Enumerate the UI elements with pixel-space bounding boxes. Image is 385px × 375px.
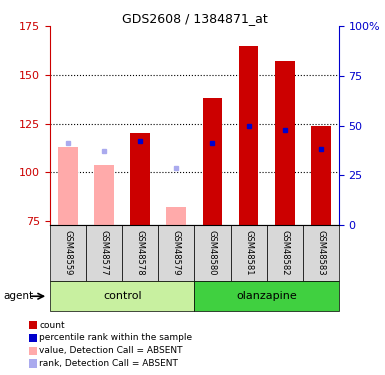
Bar [50,281,194,311]
Bar [58,147,78,225]
Text: GSM48577: GSM48577 [100,230,109,276]
Text: control: control [103,291,142,301]
Text: GSM48559: GSM48559 [64,230,73,276]
Bar [50,225,86,281]
Bar [94,165,114,225]
Text: GSM48582: GSM48582 [280,230,289,276]
Text: GSM48583: GSM48583 [316,230,325,276]
Bar [158,225,194,281]
Text: percentile rank within the sample: percentile rank within the sample [39,333,192,342]
Bar [266,225,303,281]
Bar [311,126,331,225]
Text: GSM48579: GSM48579 [172,230,181,276]
Text: rank, Detection Call = ABSENT: rank, Detection Call = ABSENT [39,359,178,368]
Bar [239,46,258,225]
Bar [131,134,150,225]
Text: GSM48581: GSM48581 [244,230,253,276]
Text: value, Detection Call = ABSENT: value, Detection Call = ABSENT [39,346,183,355]
Text: GSM48580: GSM48580 [208,230,217,276]
Bar [203,98,223,225]
Bar [166,207,186,225]
Bar [275,62,295,225]
Text: olanzapine: olanzapine [236,291,297,301]
Bar [231,225,266,281]
Title: GDS2608 / 1384871_at: GDS2608 / 1384871_at [122,12,267,25]
Bar [194,281,339,311]
Text: GSM48578: GSM48578 [136,230,145,276]
Bar [122,225,158,281]
Bar [86,225,122,281]
Bar [194,225,231,281]
Text: agent: agent [4,291,34,301]
Bar [303,225,339,281]
Text: count: count [39,321,65,330]
